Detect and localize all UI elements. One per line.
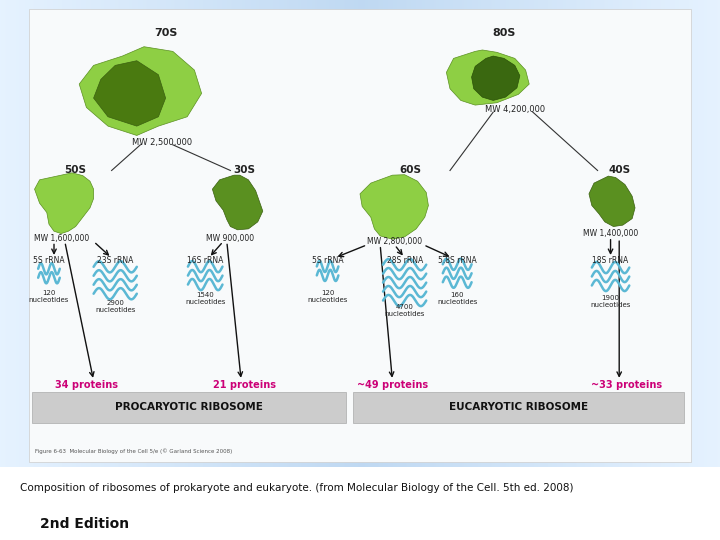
Text: 23S rRNA: 23S rRNA xyxy=(97,255,133,265)
Text: ~49 proteins: ~49 proteins xyxy=(357,380,428,390)
Text: 50S: 50S xyxy=(65,165,86,176)
Text: 28S rRNA: 28S rRNA xyxy=(387,255,423,265)
Polygon shape xyxy=(589,176,635,227)
Text: EUCARYOTIC RIBOSOME: EUCARYOTIC RIBOSOME xyxy=(449,402,588,413)
Text: 60S: 60S xyxy=(400,165,421,176)
Text: 2900
nucleotides: 2900 nucleotides xyxy=(95,300,135,313)
Text: 40S: 40S xyxy=(608,165,630,176)
Polygon shape xyxy=(446,50,529,105)
Text: 120
nucleotides: 120 nucleotides xyxy=(29,289,69,302)
Text: MW 1,600,000: MW 1,600,000 xyxy=(34,234,89,242)
Text: MW 900,000: MW 900,000 xyxy=(207,234,254,242)
Text: 5S rRNA: 5S rRNA xyxy=(33,255,65,265)
Text: 34 proteins: 34 proteins xyxy=(55,380,118,390)
Text: MW 2,500,000: MW 2,500,000 xyxy=(132,138,192,147)
Text: Figure 6-63  Molecular Biology of the Cell 5/e (© Garland Science 2008): Figure 6-63 Molecular Biology of the Cel… xyxy=(35,448,232,454)
Text: MW 4,200,000: MW 4,200,000 xyxy=(485,105,545,114)
Text: 2nd Edition: 2nd Edition xyxy=(40,517,129,531)
Text: 30S: 30S xyxy=(234,165,256,176)
Text: 5.8S rRNA: 5.8S rRNA xyxy=(438,255,477,265)
Bar xyxy=(32,393,346,423)
Text: 70S: 70S xyxy=(154,28,177,38)
FancyBboxPatch shape xyxy=(29,9,691,462)
Text: 16S rRNA: 16S rRNA xyxy=(187,255,223,265)
Text: 4700
nucleotides: 4700 nucleotides xyxy=(384,303,425,316)
Text: 80S: 80S xyxy=(492,28,516,38)
Text: 1900
nucleotides: 1900 nucleotides xyxy=(590,295,631,308)
Text: 120
nucleotides: 120 nucleotides xyxy=(307,289,348,302)
Polygon shape xyxy=(360,175,428,239)
Polygon shape xyxy=(212,175,263,230)
Text: 18S rRNA: 18S rRNA xyxy=(593,255,629,265)
Polygon shape xyxy=(472,56,520,100)
Polygon shape xyxy=(79,46,202,136)
Text: 21 proteins: 21 proteins xyxy=(213,380,276,390)
Polygon shape xyxy=(94,60,166,126)
Text: Composition of ribosomes of prokaryote and eukaryote. (from Molecular Biology of: Composition of ribosomes of prokaryote a… xyxy=(20,483,574,492)
Text: 5S rRNA: 5S rRNA xyxy=(312,255,343,265)
Text: 1540
nucleotides: 1540 nucleotides xyxy=(185,292,225,305)
Text: MW 1,400,000: MW 1,400,000 xyxy=(583,229,638,238)
Text: 160
nucleotides: 160 nucleotides xyxy=(437,292,477,305)
Text: MW 2,800,000: MW 2,800,000 xyxy=(367,237,422,246)
Text: PROCARYOTIC RIBOSOME: PROCARYOTIC RIBOSOME xyxy=(115,402,264,413)
Bar xyxy=(353,393,684,423)
Polygon shape xyxy=(35,173,94,233)
Text: ~33 proteins: ~33 proteins xyxy=(591,380,662,390)
